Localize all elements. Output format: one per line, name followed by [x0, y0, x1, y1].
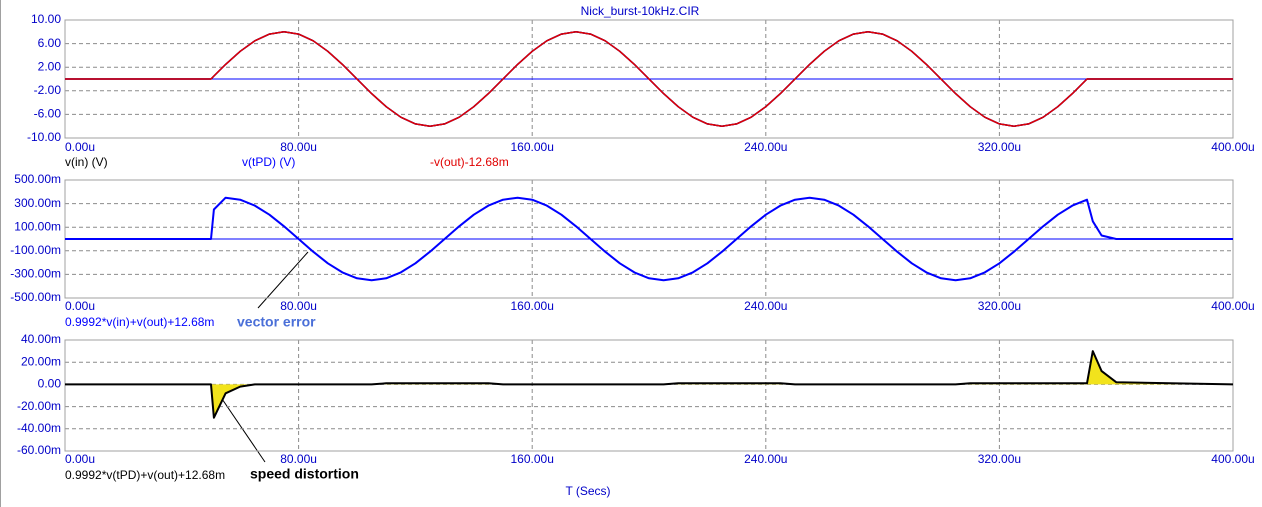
legend-label: 0.9992*v(in)+v(out)+12.68m: [65, 315, 214, 329]
x-tick-label: 400.00u: [1211, 299, 1254, 313]
y-tick-label: 40.00m: [21, 332, 61, 346]
x-tick-label: 320.00u: [978, 452, 1021, 466]
legend-label: 0.9992*v(tPD)+v(out)+12.68m: [65, 468, 225, 482]
y-tick-label: 500.00m: [14, 172, 61, 186]
x-tick-label: 160.00u: [511, 452, 554, 466]
x-tick-label: 240.00u: [744, 140, 787, 154]
y-tick-label: 0.00: [38, 377, 62, 391]
x-tick-label: 240.00u: [744, 299, 787, 313]
x-tick-label: 80.00u: [280, 452, 317, 466]
x-tick-label: 160.00u: [511, 140, 554, 154]
y-tick-label: -10.00: [27, 130, 61, 144]
y-tick-label: -300.00m: [10, 267, 61, 281]
y-tick-label: 300.00m: [14, 196, 61, 210]
x-tick-label: 80.00u: [280, 140, 317, 154]
y-tick-label: -2.00: [34, 83, 62, 97]
x-tick-label: 0.00u: [65, 140, 95, 154]
y-tick-label: 20.00m: [21, 354, 61, 368]
x-tick-label: 160.00u: [511, 299, 554, 313]
x-tick-label: 320.00u: [978, 140, 1021, 154]
y-tick-label: 100.00m: [14, 219, 61, 233]
x-tick-label: 320.00u: [978, 299, 1021, 313]
series-line: [65, 31, 1233, 127]
x-axis-label: T (Secs): [565, 484, 610, 498]
legend-label: v(in) (V): [65, 155, 108, 169]
x-tick-label: 0.00u: [65, 299, 95, 313]
y-tick-label: -60.00m: [17, 443, 61, 457]
plot-frame: [64, 339, 1234, 452]
legend-label: v(tPD) (V): [242, 155, 295, 169]
annotation-leader: [257, 251, 309, 309]
x-tick-label: 80.00u: [280, 299, 317, 313]
x-tick-label: 240.00u: [744, 452, 787, 466]
y-tick-label: 6.00: [38, 36, 62, 50]
chart-title: Nick_burst-10kHz.CIR: [581, 4, 700, 18]
y-tick-label: -20.00m: [17, 399, 61, 413]
x-tick-label: 400.00u: [1211, 140, 1254, 154]
series-line: [65, 350, 1234, 419]
y-tick-label: 10.00: [31, 12, 61, 26]
y-tick-label: 2.00: [38, 59, 62, 73]
series-line: [65, 196, 1233, 282]
x-tick-label: 400.00u: [1211, 452, 1254, 466]
x-tick-label: 0.00u: [65, 452, 95, 466]
y-tick-label: -40.00m: [17, 421, 61, 435]
y-tick-label: -6.00: [34, 107, 62, 121]
legend-label: -v(out)-12.68m: [430, 155, 509, 169]
y-tick-label: -100.00m: [10, 243, 61, 257]
annotation: speed distortion: [250, 466, 359, 482]
y-tick-label: -500.00m: [10, 290, 61, 304]
annotation: vector error: [237, 314, 316, 330]
